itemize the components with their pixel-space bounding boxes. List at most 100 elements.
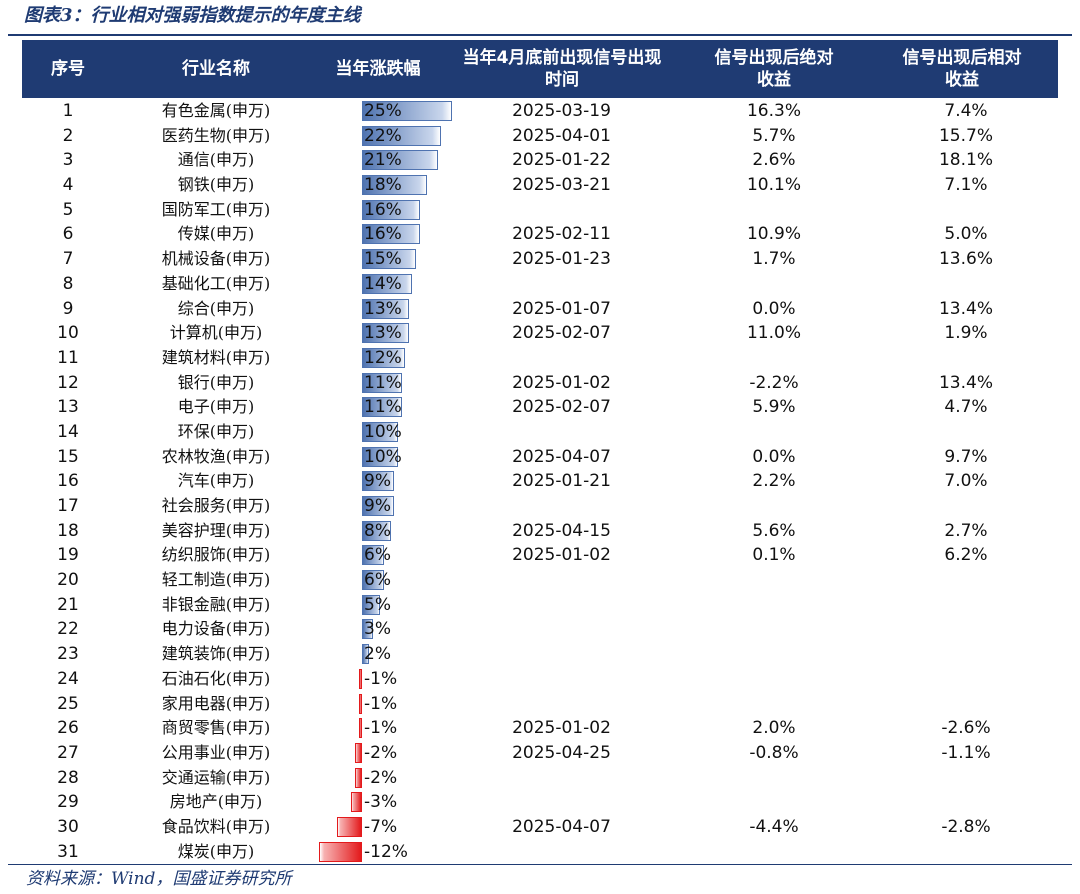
ytd-bar [362, 446, 398, 467]
ytd-label: -3% [364, 792, 398, 813]
ytd-label: 6% [364, 570, 391, 591]
ytd-label: 5% [364, 594, 391, 615]
ytd-bar [362, 273, 413, 294]
signal-date [454, 667, 669, 692]
ytd-bar [362, 520, 391, 541]
industry-name: 电子(申万) [177, 397, 255, 417]
absolute-return: 0.0% [752, 446, 796, 467]
table-row: 14 环保(申万) 10% [22, 420, 1058, 445]
relative-return: -2.6% [941, 718, 991, 739]
signal-date: 2025-01-02 [512, 718, 611, 739]
row-number: 21 [57, 594, 79, 615]
industry-name: 钢铁(申万) [177, 175, 255, 195]
ytd-bar [362, 594, 380, 615]
row-number: 16 [57, 471, 79, 492]
relative-return: 7.0% [944, 471, 988, 492]
table-row: 22 电力设备(申万) 3% [22, 617, 1058, 642]
row-number: 18 [57, 520, 79, 541]
ytd-bar-cell: 10% [302, 445, 462, 470]
row-number: 28 [57, 767, 79, 788]
signal-date [454, 692, 669, 717]
table-row: 21 非银金融(申万) 5% [22, 593, 1058, 618]
industry-name: 传媒(申万) [177, 224, 255, 244]
relative-return [874, 692, 1058, 717]
industry-name: 房地产(申万) [169, 792, 263, 812]
absolute-return [684, 568, 864, 593]
signal-date [454, 494, 669, 519]
table-row: 19 纺织服饰(申万) 6% 2025-01-02 0.1% 6.2% [22, 543, 1058, 568]
relative-return [874, 642, 1058, 667]
header-abs-return: 信号出现后绝对收益 [714, 48, 834, 90]
signal-date: 2025-04-07 [512, 816, 611, 837]
ytd-bar-cell: 9% [302, 494, 462, 519]
absolute-return: 1.7% [752, 249, 796, 270]
table-row: 9 综合(申万) 13% 2025-01-07 0.0% 13.4% [22, 297, 1058, 322]
table-row: 11 建筑材料(申万) 12% [22, 346, 1058, 371]
ytd-label: 6% [364, 545, 391, 566]
relative-return: 7.1% [944, 175, 988, 196]
industry-name: 非银金融(申万) [161, 594, 271, 614]
ytd-bar-cell: -1% [302, 716, 462, 741]
relative-return: 13.4% [938, 372, 993, 393]
signal-date: 2025-04-07 [512, 446, 611, 467]
industry-name: 社会服务(申万) [161, 496, 271, 515]
ytd-bar-cell: 6% [302, 543, 462, 568]
signal-date: 2025-01-22 [512, 150, 611, 171]
ytd-label: 13% [364, 298, 402, 319]
table-row: 12 银行(申万) 11% 2025-01-02 -2.2% 13.4% [22, 371, 1058, 396]
row-number: 29 [57, 792, 79, 813]
ytd-bar [351, 792, 362, 813]
relative-return [874, 617, 1058, 642]
ytd-bar [359, 668, 362, 689]
absolute-return [684, 840, 864, 865]
ytd-bar-cell: 5% [302, 593, 462, 618]
ytd-bar [362, 323, 409, 344]
signal-date [454, 420, 669, 445]
ytd-bar [362, 545, 384, 566]
ytd-label: -2% [364, 767, 398, 788]
table-row: 27 公用事业(申万) -2% 2025-04-25 -0.8% -1.1% [22, 741, 1058, 766]
ytd-bar [362, 298, 409, 319]
table-row: 15 农林牧渔(申万) 10% 2025-04-07 0.0% 9.7% [22, 445, 1058, 470]
ytd-bar-cell: 2% [302, 642, 462, 667]
table-row: 18 美容护理(申万) 8% 2025-04-15 5.6% 2.7% [22, 519, 1058, 544]
ytd-label: 15% [364, 249, 402, 270]
title-divider [8, 34, 1072, 36]
ytd-label: 16% [364, 224, 402, 245]
signal-date [454, 840, 669, 865]
ytd-bar [362, 644, 370, 665]
row-number: 12 [57, 372, 79, 393]
industry-name: 建筑装饰(申万) [161, 644, 271, 664]
table-row: 6 传媒(申万) 16% 2025-02-11 10.9% 5.0% [22, 222, 1058, 247]
ytd-bar-cell: 13% [302, 321, 462, 346]
ytd-label: -7% [364, 816, 398, 837]
ytd-label: 10% [364, 421, 402, 442]
signal-date: 2025-04-25 [512, 742, 611, 763]
relative-return [874, 272, 1058, 297]
ytd-bar-cell: 13% [302, 297, 462, 322]
signal-date: 2025-01-07 [512, 298, 611, 319]
signal-date: 2025-03-19 [512, 101, 611, 121]
row-number: 1 [62, 101, 74, 121]
relative-return: 1.9% [944, 323, 988, 344]
row-number: 2 [62, 125, 74, 146]
industry-name: 农林牧渔(申万) [161, 446, 271, 466]
ytd-label: -2% [364, 742, 398, 763]
table-row: 28 交通运输(申万) -2% [22, 766, 1058, 791]
absolute-return [684, 790, 864, 815]
absolute-return [684, 593, 864, 618]
table-row: 25 家用电器(申万) -1% [22, 692, 1058, 717]
signal-date: 2025-01-23 [512, 249, 611, 270]
absolute-return [684, 198, 864, 223]
industry-name: 银行(申万) [177, 372, 255, 392]
industry-name: 石油石化(申万) [161, 668, 271, 688]
ytd-label: 14% [364, 273, 402, 294]
ytd-label: 10% [364, 446, 402, 467]
ytd-label: 25% [364, 101, 402, 121]
row-number: 20 [57, 570, 79, 591]
table-row: 1 有色金属(申万) 25% 2025-03-19 16.3% 7.4% [22, 99, 1058, 124]
ytd-bar-cell: 16% [302, 222, 462, 247]
industry-name: 汽车(申万) [177, 471, 255, 491]
table-row: 4 钢铁(申万) 18% 2025-03-21 10.1% 7.1% [22, 173, 1058, 198]
ytd-bar [354, 742, 362, 763]
